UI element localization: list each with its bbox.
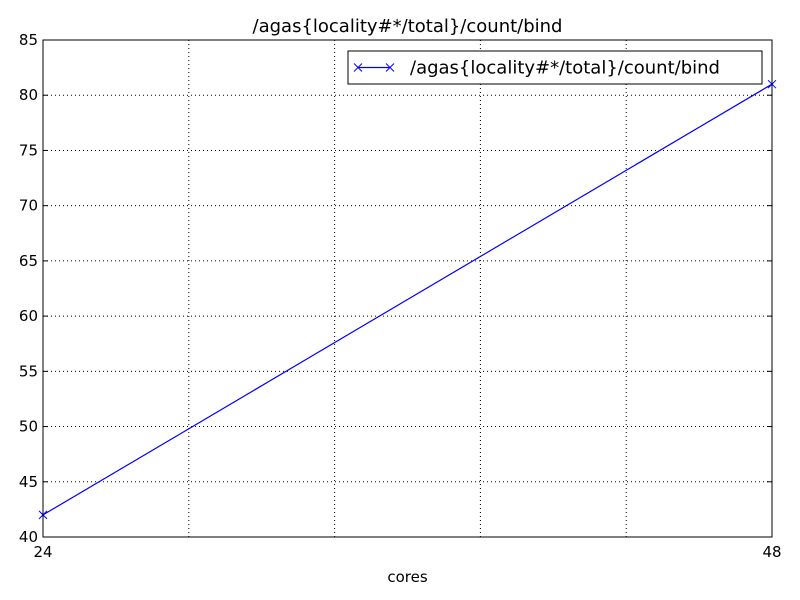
- legend-box: [347, 50, 763, 85]
- legend: /agas{locality#*/total}/count/bind: [347, 50, 763, 85]
- legend-marker-sample: [385, 63, 395, 72]
- y-tick-label: 70: [19, 197, 38, 215]
- ticks-layer: 40 45 50 55 60 65 70 75 80 85 24 48: [19, 31, 782, 561]
- y-tick-label: 85: [19, 31, 38, 49]
- marker-stroke: [385, 63, 395, 72]
- series-line: [42, 83, 773, 516]
- y-tick-label: 40: [19, 528, 38, 546]
- y-tick-label: 50: [19, 418, 38, 436]
- grid-layer: [43, 40, 772, 537]
- y-tick-label: 45: [19, 473, 38, 491]
- y-tick-label: 80: [19, 86, 38, 104]
- x-tick-label: 24: [33, 543, 52, 561]
- chart-title: /agas{locality#*/total}/count/bind: [253, 16, 563, 37]
- x-axis-label: cores: [387, 568, 427, 586]
- plot-frame: [42, 39, 773, 538]
- x-tick-label: 48: [762, 543, 781, 561]
- y-tick-label: 65: [19, 252, 38, 270]
- legend-marker-sample: [353, 63, 363, 72]
- y-tick-label: 75: [19, 141, 38, 159]
- legend-label: /agas{locality#*/total}/count/bind: [410, 58, 720, 79]
- marker-stroke: [353, 63, 363, 72]
- y-tick-label: 55: [19, 362, 38, 380]
- y-tick-label: 60: [19, 307, 38, 325]
